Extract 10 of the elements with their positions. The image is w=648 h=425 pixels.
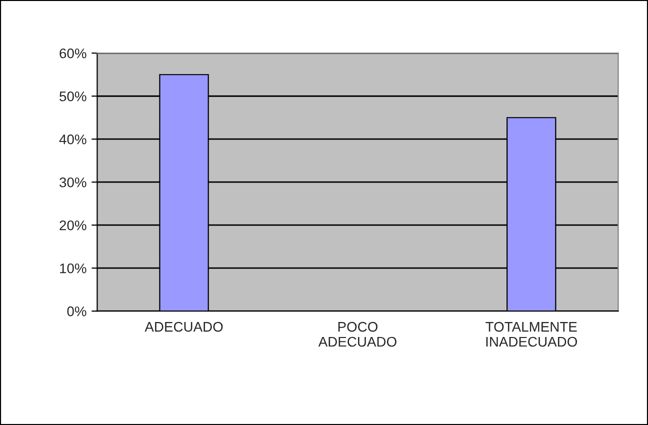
- y-tick-label: 40%: [59, 134, 86, 144]
- y-tick-label: 0%: [67, 306, 86, 316]
- y-tick-label: 10%: [60, 263, 86, 274]
- y-tick-label: 60%: [60, 48, 86, 58]
- x-tick-label: TOTALMENTE INADECUADO: [486, 322, 577, 347]
- y-tick-label: 30%: [60, 177, 86, 188]
- x-tick-label: POCO ADECUADO: [318, 322, 396, 347]
- x-tick-label: ADECUADO: [144, 322, 223, 332]
- y-tick-label: 50%: [60, 91, 86, 102]
- y-tick-label: 20%: [60, 220, 86, 230]
